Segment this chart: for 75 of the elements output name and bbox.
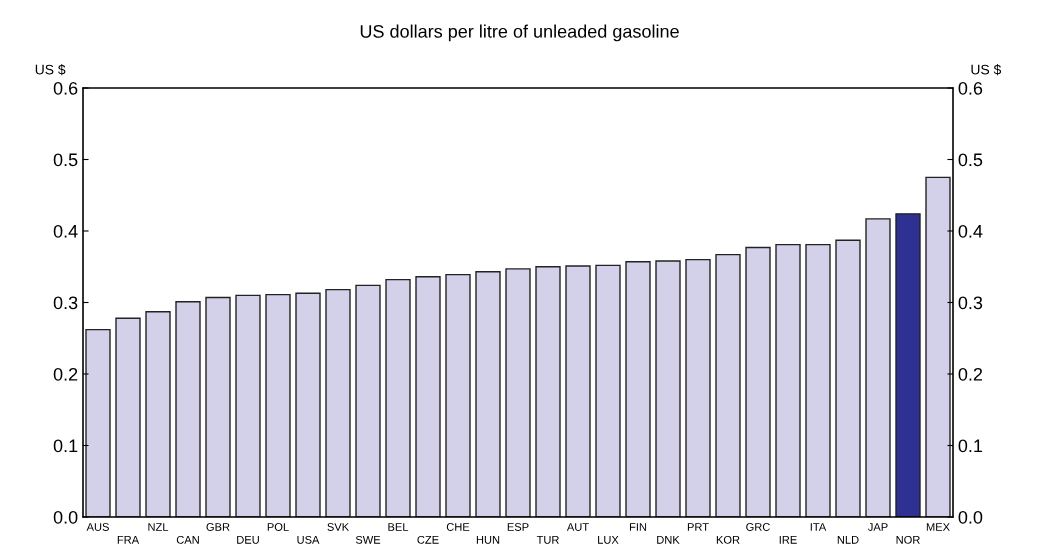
x-tick-label: MEX bbox=[926, 523, 950, 531]
bar bbox=[175, 301, 201, 517]
y2-tick-label: 0.6 bbox=[958, 81, 983, 95]
x-tick-label: AUS bbox=[86, 523, 109, 531]
x-tick-label: DEU bbox=[237, 536, 259, 544]
x-tick-label: USA bbox=[297, 535, 320, 544]
x-tick-label: LUX bbox=[598, 536, 619, 544]
y-tick-label: 0.5 bbox=[53, 153, 78, 167]
x-tick-label: ESP bbox=[507, 523, 529, 531]
x-tick-label: KOR bbox=[716, 535, 740, 544]
bar bbox=[445, 273, 471, 517]
x-tick-label: NOR bbox=[896, 535, 920, 544]
bar bbox=[235, 294, 261, 517]
y2-tick-label: 0.3 bbox=[958, 296, 983, 310]
bar bbox=[715, 253, 741, 517]
bar bbox=[895, 213, 921, 517]
y2-tick-label: 0.0 bbox=[958, 510, 983, 524]
bar bbox=[385, 278, 411, 517]
x-tick-label: NZL bbox=[148, 523, 169, 531]
y2-tick-label: 0.5 bbox=[958, 153, 983, 167]
bar bbox=[85, 328, 111, 517]
x-tick-label: CHE bbox=[446, 523, 470, 531]
y-tick-label: 0.4 bbox=[53, 224, 78, 238]
bar bbox=[205, 296, 231, 517]
y-tick-label: 0.3 bbox=[53, 296, 78, 310]
x-tick-label: POL bbox=[267, 523, 289, 531]
bar bbox=[265, 293, 291, 517]
x-tick-label: TUR bbox=[536, 536, 559, 544]
bar bbox=[505, 268, 531, 517]
bar bbox=[805, 243, 831, 517]
x-tick-label: DNK bbox=[657, 536, 680, 544]
bar bbox=[295, 292, 321, 517]
chart-title: US dollars per litre of unleaded gasoline bbox=[360, 24, 679, 42]
bar bbox=[835, 239, 861, 517]
x-tick-label: BEL bbox=[388, 523, 409, 531]
y2-tick-label: 0.1 bbox=[958, 439, 983, 453]
x-tick-label: SVK bbox=[327, 523, 349, 531]
bar bbox=[595, 264, 621, 517]
bar bbox=[565, 265, 591, 517]
bar bbox=[115, 317, 141, 517]
bar bbox=[325, 288, 351, 517]
bar bbox=[625, 261, 651, 517]
bar bbox=[655, 260, 681, 517]
x-tick-label: NLD bbox=[837, 536, 859, 544]
bar bbox=[775, 243, 801, 517]
x-tick-label: CAN bbox=[176, 535, 199, 544]
x-tick-label: AUT bbox=[566, 523, 589, 531]
bar bbox=[535, 266, 561, 517]
x-tick-label: SWE bbox=[355, 535, 381, 544]
x-tick-label: FRA bbox=[117, 536, 140, 544]
x-tick-label: IRE bbox=[779, 536, 797, 544]
x-tick-label: GRC bbox=[746, 523, 770, 531]
bar bbox=[685, 258, 711, 517]
x-tick-label: JAP bbox=[867, 523, 888, 531]
bar bbox=[415, 276, 441, 517]
bar bbox=[865, 218, 891, 517]
bar bbox=[745, 246, 771, 517]
y-tick-label: 0.2 bbox=[53, 367, 78, 381]
y-tick-label: 0.0 bbox=[53, 510, 78, 524]
bar bbox=[145, 311, 171, 517]
bar bbox=[925, 176, 951, 517]
y-axis-title: US $ bbox=[35, 64, 66, 76]
x-tick-label: GBR bbox=[206, 523, 230, 531]
x-tick-label: ITA bbox=[810, 523, 827, 531]
y2-tick-label: 0.2 bbox=[958, 367, 983, 381]
y-tick-label: 0.1 bbox=[53, 439, 78, 453]
x-tick-label: PRT bbox=[687, 523, 709, 531]
x-tick-label: CZE bbox=[417, 535, 439, 544]
y2-axis-title: US $ bbox=[971, 64, 1002, 76]
x-tick-label: FIN bbox=[629, 523, 647, 531]
y-tick-label: 0.6 bbox=[53, 81, 78, 95]
y2-tick-label: 0.4 bbox=[958, 224, 983, 238]
bar bbox=[355, 284, 381, 517]
x-tick-label: HUN bbox=[476, 536, 500, 544]
bar bbox=[475, 271, 501, 517]
